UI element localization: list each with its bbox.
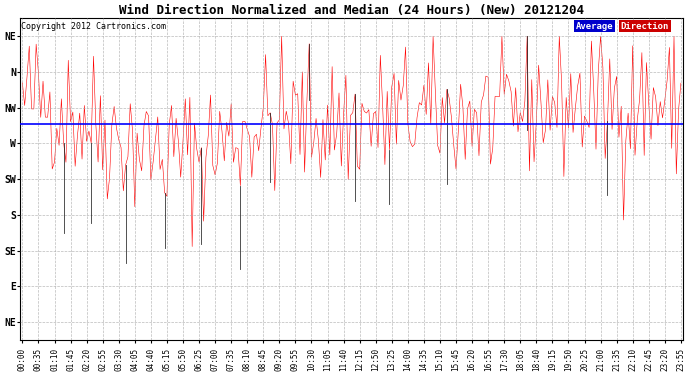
Title: Wind Direction Normalized and Median (24 Hours) (New) 20121204: Wind Direction Normalized and Median (24… bbox=[119, 4, 584, 17]
Text: Direction: Direction bbox=[621, 21, 669, 30]
Text: Copyright 2012 Cartronics.com: Copyright 2012 Cartronics.com bbox=[21, 21, 166, 30]
Text: Average: Average bbox=[575, 21, 613, 30]
